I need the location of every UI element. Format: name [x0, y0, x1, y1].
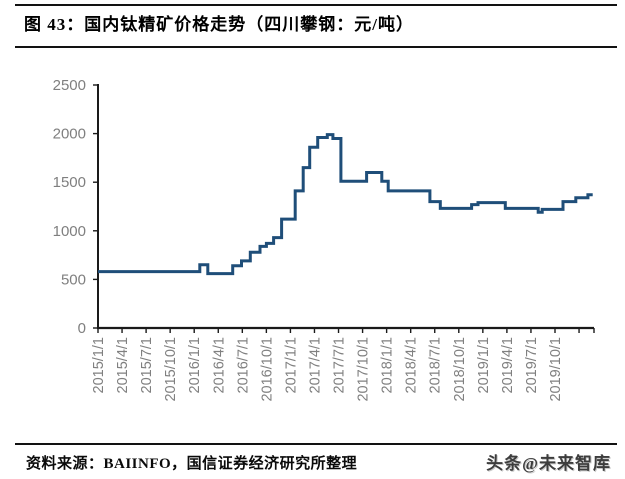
x-tick-label: 2018/1/1	[380, 337, 396, 393]
x-tick-label: 2017/4/1	[307, 337, 323, 393]
x-tick-label: 2019/10/1	[548, 337, 564, 402]
top-divider	[15, 4, 617, 6]
chart-canvas: 0 500 1000 1500 2000 2500 2015/1/1 2015/4/1 2015…	[53, 77, 595, 402]
x-tick-label: 2016/1/1	[187, 337, 203, 393]
x-tick-label: 2019/1/1	[476, 337, 492, 393]
y-tick-label: 1000	[53, 223, 86, 240]
x-tick-label: 2019/7/1	[524, 337, 540, 393]
x-tick-label: 2016/7/1	[235, 337, 251, 393]
y-tick-label: 500	[61, 271, 86, 288]
y-tick-label: 0	[78, 320, 86, 337]
price-line-chart: 0 500 1000 1500 2000 2500 2015/1/1 2015/4/1 2015…	[0, 58, 625, 433]
watermark: 头条@未来智库	[486, 454, 611, 473]
x-tick-label: 2018/7/1	[428, 337, 444, 393]
x-tick-label: 2017/1/1	[283, 337, 299, 393]
y-tick-label: 1500	[53, 174, 86, 191]
source-note: 资料来源：BAIINFO，国信证券经济研究所整理	[26, 456, 358, 472]
x-tick-label: 2017/7/1	[332, 337, 348, 393]
y-tick-label: 2500	[53, 77, 86, 94]
x-tick-label: 2015/7/1	[139, 337, 155, 393]
x-tick-label: 2015/10/1	[163, 337, 179, 402]
x-tick-label: 2018/4/1	[404, 337, 420, 393]
x-tick-label: 2015/4/1	[115, 337, 131, 393]
footer-divider	[15, 443, 617, 445]
x-tick-label: 2018/10/1	[452, 337, 468, 402]
x-tick-label: 2015/1/1	[91, 337, 107, 393]
y-tick-label: 2000	[53, 126, 86, 143]
title-divider	[15, 46, 617, 48]
x-tick-label: 2017/10/1	[356, 337, 372, 402]
price-series-line	[98, 133, 593, 276]
x-tick-label: 2016/4/1	[211, 337, 227, 393]
figure-title: 图 43：国内钛精矿价格走势（四川攀钢：元/吨）	[24, 15, 414, 34]
x-tick-label: 2016/10/1	[259, 337, 275, 402]
x-tick-label: 2019/4/1	[500, 337, 516, 393]
